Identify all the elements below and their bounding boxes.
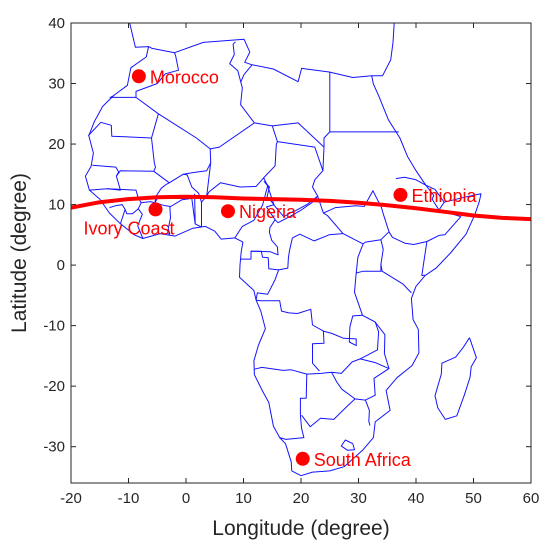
magnetic-equator-line — [71, 194, 531, 222]
country-border-9 — [438, 201, 445, 211]
x-tick-label: 30 — [350, 490, 367, 507]
x-axis-label: Longitude (degree) — [212, 517, 389, 540]
x-tick-label: 20 — [293, 490, 310, 507]
coastline-1 — [84, 46, 482, 477]
station-marker-ethiopia — [393, 187, 408, 202]
country-border-28 — [277, 141, 324, 171]
y-tick-label: 10 — [48, 197, 65, 214]
country-border-26 — [267, 185, 319, 218]
y-tick-label: 40 — [48, 15, 65, 32]
axis-layer: -20 -10 0 10 20 30 40 50 60 -30 -20 -10 0 10 20 30 40 — [43, 15, 539, 507]
country-border-3 — [254, 122, 331, 148]
country-border-15 — [359, 321, 380, 360]
country-border-1 — [135, 41, 255, 150]
country-border-41 — [87, 121, 152, 139]
y-tick-label: 20 — [48, 136, 65, 153]
marker-layer: Morocco Ivory Coast Nigeria Ethiopia South A… — [84, 67, 478, 470]
country-border-13 — [279, 272, 390, 440]
country-border-16 — [331, 368, 390, 401]
station-marker-south-africa — [295, 451, 310, 466]
country-border-8 — [388, 176, 462, 245]
x-tick-label: -20 — [60, 490, 82, 507]
y-tick-label: -30 — [43, 439, 65, 456]
country-border-20 — [254, 366, 307, 375]
x-tick-label: -10 — [118, 490, 140, 507]
country-border-31 — [167, 198, 202, 235]
country-border-7 — [323, 190, 390, 245]
country-border-42 — [109, 95, 136, 98]
map-layer — [71, 23, 531, 477]
station-label-ivory-coast: Ivory Coast — [84, 218, 175, 238]
x-tick-label: 10 — [235, 490, 252, 507]
y-tick-label: 0 — [57, 257, 65, 274]
country-border-18 — [364, 399, 371, 426]
country-border-23 — [240, 250, 279, 271]
country-border-44 — [206, 162, 212, 197]
station-label-nigeria: Nigeria — [239, 202, 297, 222]
station-label-south-africa: South Africa — [314, 450, 412, 470]
x-tick-label: 40 — [408, 490, 425, 507]
station-marker-ivory-coast — [148, 202, 163, 217]
coastline-2 — [434, 337, 477, 420]
country-border-32 — [168, 233, 171, 235]
country-border-19 — [340, 439, 355, 451]
coastline-0 — [129, 23, 395, 83]
station-label-morocco: Morocco — [150, 67, 219, 87]
station-label-ethiopia: Ethiopia — [411, 186, 477, 206]
y-axis-label: Latitude (degree) — [8, 173, 31, 333]
country-border-14 — [312, 314, 363, 372]
y-tick-label: 30 — [48, 76, 65, 93]
country-border-17 — [301, 398, 356, 428]
country-border-30 — [292, 233, 344, 242]
country-border-27 — [263, 125, 278, 179]
country-border-12 — [355, 243, 382, 274]
x-tick-label: 60 — [523, 490, 540, 507]
station-marker-nigeria — [220, 204, 235, 219]
y-tick-label: -20 — [43, 378, 65, 395]
country-border-11 — [380, 239, 412, 294]
country-border-2 — [240, 64, 253, 83]
country-border-10 — [421, 241, 428, 276]
country-border-21 — [256, 299, 324, 332]
x-tick-label: 0 — [182, 490, 190, 507]
x-tick-label: 50 — [465, 490, 482, 507]
y-tick-label: -10 — [43, 318, 65, 335]
station-marker-morocco — [131, 69, 146, 84]
country-border-0 — [135, 52, 179, 98]
country-border-37 — [119, 209, 126, 225]
